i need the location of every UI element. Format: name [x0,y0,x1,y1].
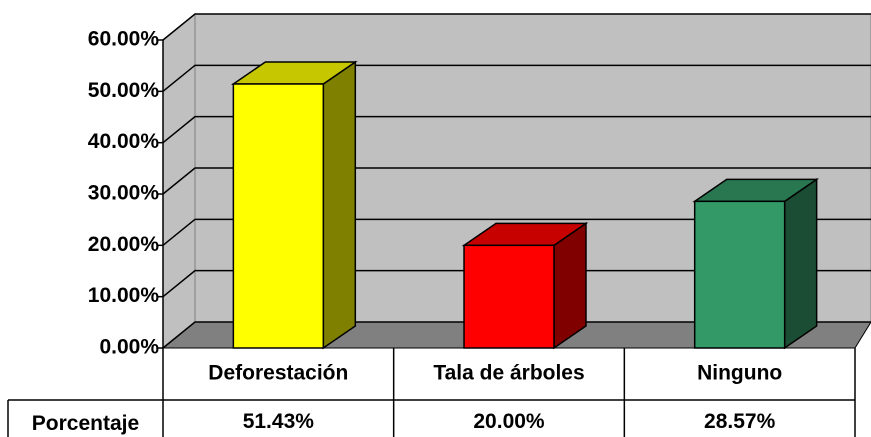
legend-label: Porcentaje [32,412,139,435]
bar-side [783,177,818,350]
grid-line [162,13,871,41]
y-tick-label: 60.00% [88,28,160,51]
x-tick-label: Tala de árboles [433,362,584,385]
grid-line [162,167,871,195]
grid-line [162,269,871,298]
value-label: 51.43% [243,410,315,433]
y-tick-label: 20.00% [88,233,160,256]
grid-line [162,218,871,246]
bar [232,83,325,349]
y-tick-label: 40.00% [88,130,160,153]
bar-side [322,60,357,350]
x-tick-label: Ninguno [697,362,782,385]
value-label: 20.00% [473,410,545,433]
y-tick-label: 0.00% [99,336,159,359]
grid-line [162,64,871,92]
value-label: 28.57% [704,410,776,433]
x-tick-label: Deforestación [208,362,348,385]
grid-line [162,115,871,144]
y-tick-label: 10.00% [88,284,160,307]
bar [463,244,555,349]
bar [693,200,786,349]
y-tick-label: 30.00% [88,182,160,205]
y-tick-label: 50.00% [88,79,160,102]
grid-line [162,321,871,349]
